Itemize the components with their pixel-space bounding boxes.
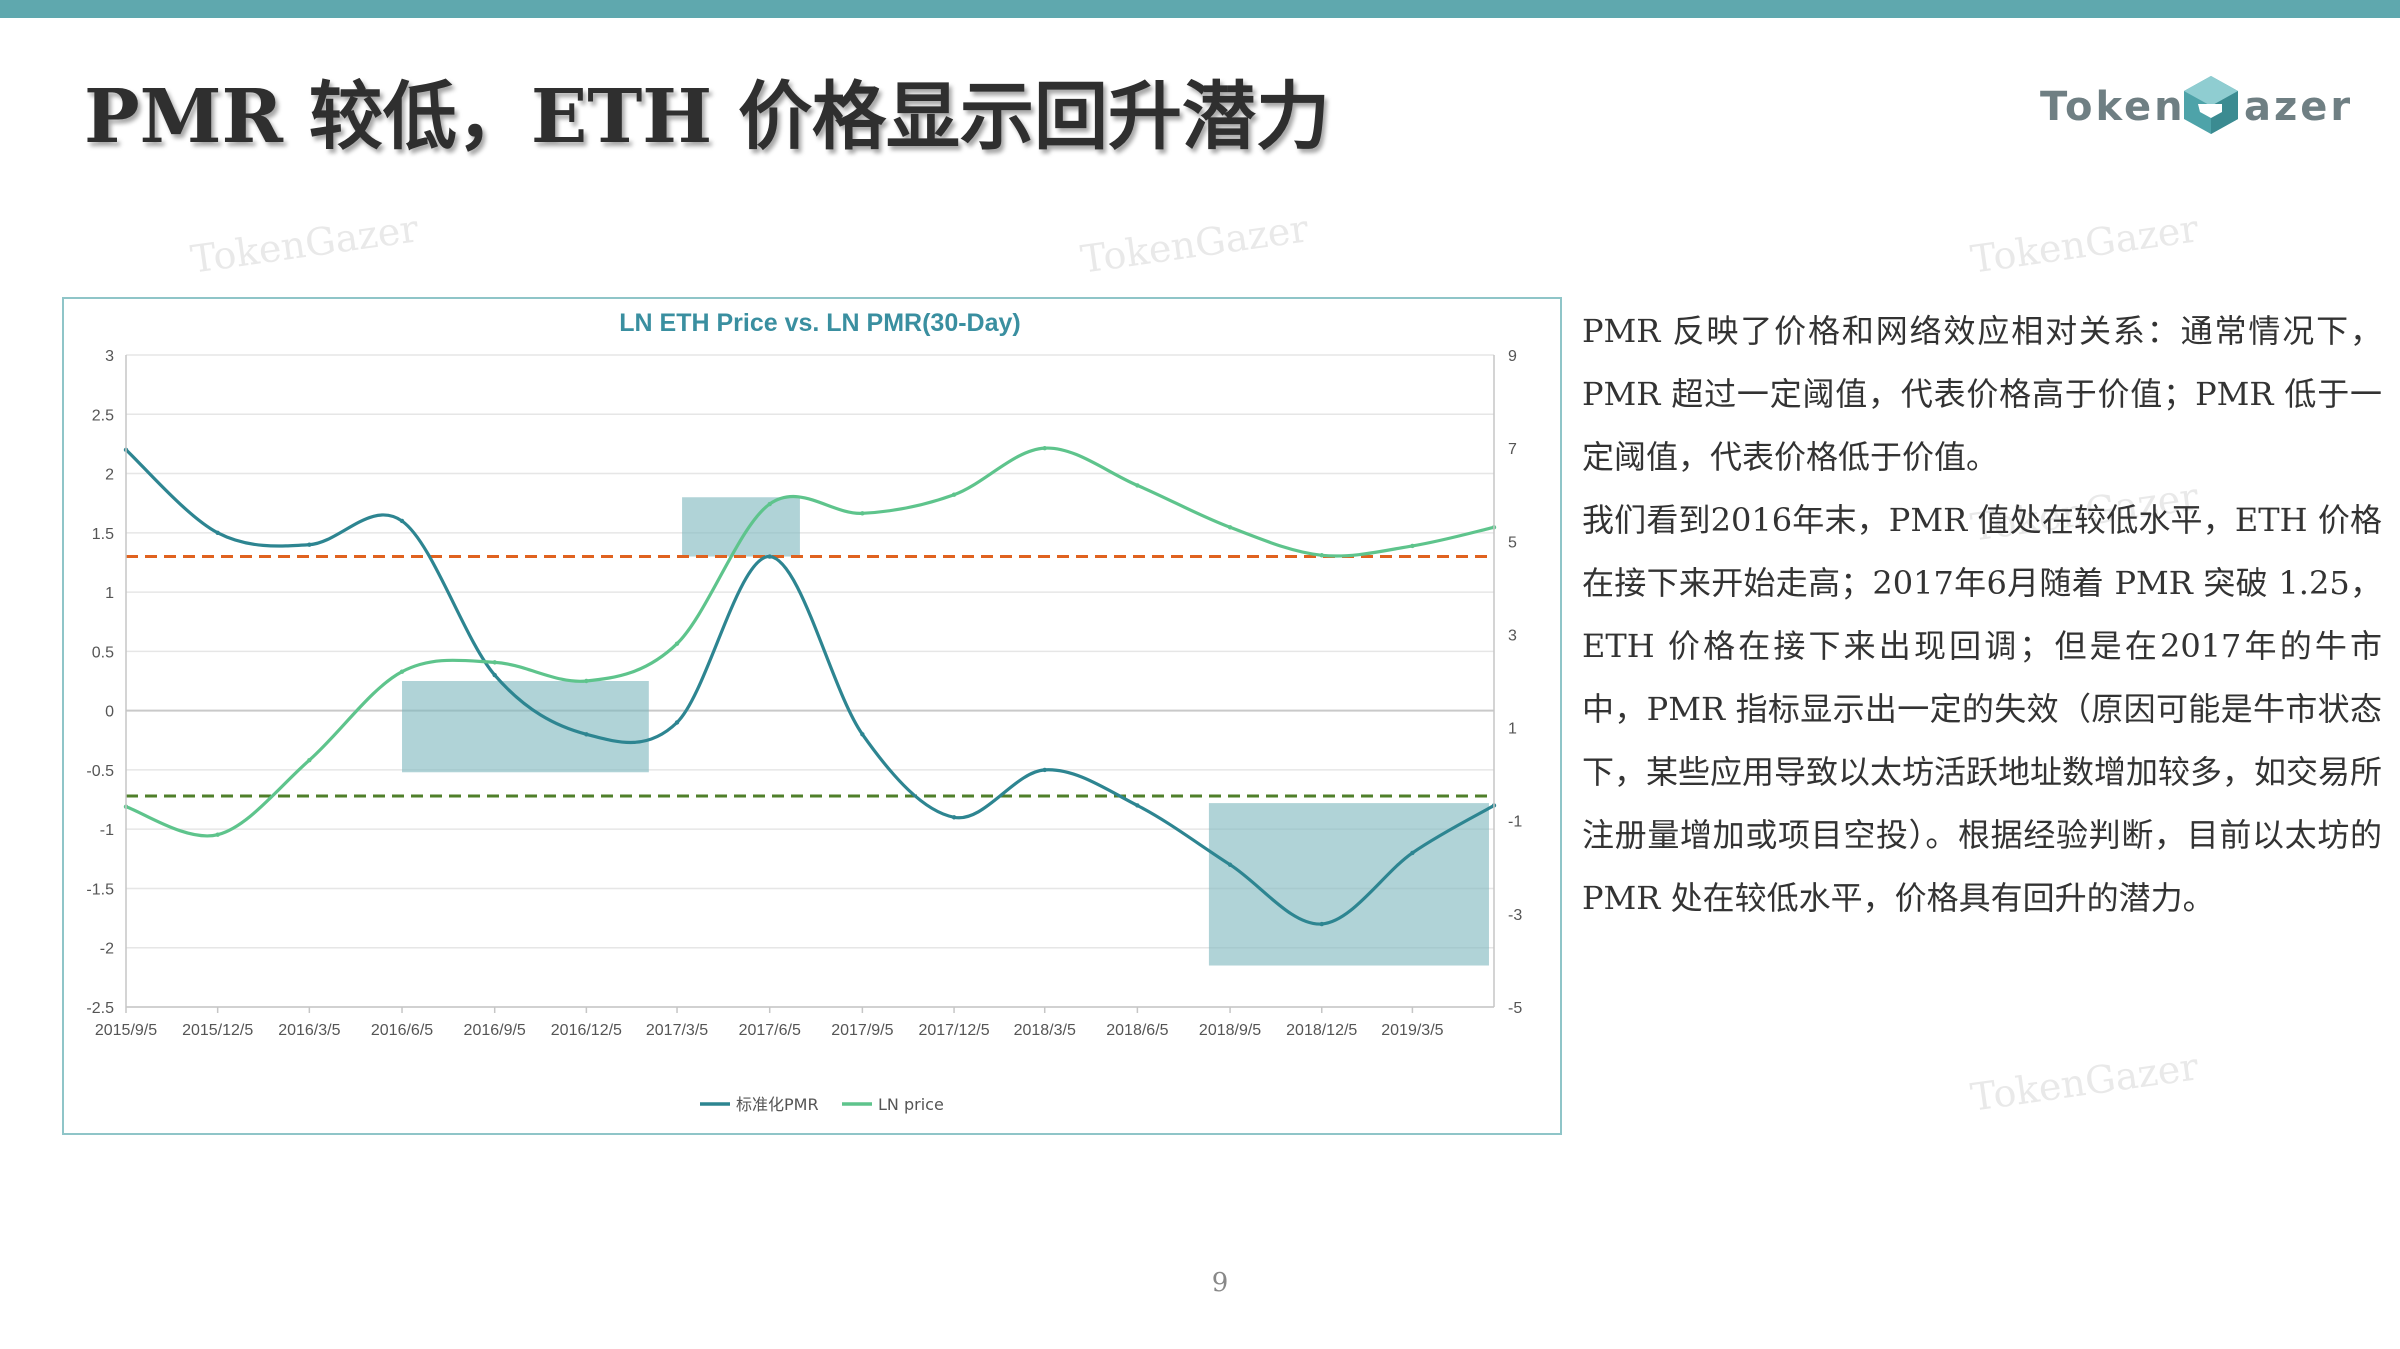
watermark: TokenGazer	[1078, 206, 1311, 282]
x-tick-label: 2016/6/5	[371, 1022, 433, 1039]
highlight-region	[682, 497, 800, 557]
series-point	[215, 530, 220, 536]
y-left-tick-label: -2	[100, 941, 114, 958]
x-tick-label: 2017/6/5	[739, 1022, 801, 1039]
series-point	[860, 732, 865, 737]
paragraph-pmr-history: 我们看到2016年末，PMR 值处在较低水平，ETH 价格在接下来开始走高；20…	[1582, 501, 2383, 917]
logo-text-right: azer	[2244, 84, 2354, 130]
y-right-tick-label: 1	[1508, 721, 1517, 738]
x-tick-label: 2017/12/5	[918, 1022, 989, 1039]
y-right-tick-label: -1	[1508, 814, 1522, 831]
y-right-tick-label: -5	[1508, 1000, 1522, 1017]
logo-text-left: Token	[2040, 84, 2186, 130]
watermark: TokenGazer	[1968, 206, 2201, 282]
series-point	[951, 492, 957, 497]
series-line	[125, 446, 1495, 838]
x-tick-label: 2017/3/5	[646, 1022, 708, 1039]
y-right-tick-label: 3	[1508, 627, 1517, 644]
y-left-tick-label: 0	[105, 704, 114, 721]
series-point	[1410, 543, 1415, 549]
series-point	[1135, 803, 1140, 808]
y-left-tick-label: 0.5	[92, 644, 114, 661]
watermark: TokenGazer	[188, 206, 421, 282]
y-left-tick-label: -1	[100, 822, 114, 839]
x-tick-label: 2019/3/5	[1381, 1022, 1443, 1039]
series-point	[1410, 850, 1415, 856]
highlight-region	[402, 681, 649, 773]
legend-label: 标准化PMR	[736, 1095, 819, 1114]
x-tick-label: 2018/12/5	[1286, 1022, 1357, 1039]
slide-title: PMR 较低，ETH 价格显示回升潜力	[84, 74, 1330, 160]
chart-panel: LN ETH Price vs. LN PMR(30-Day) 3 2.5 2 1.5…	[62, 297, 1562, 1135]
series-point	[860, 511, 865, 516]
series-point	[1227, 862, 1233, 867]
tokengazer-logo: Token azer	[2040, 70, 2360, 150]
y-left-tick-label: 1.5	[92, 526, 114, 543]
series-point	[1227, 525, 1233, 530]
x-tick-label: 2017/9/5	[831, 1022, 893, 1039]
series-point	[307, 757, 312, 763]
series-point	[1319, 553, 1324, 558]
y-left-tick-label: -2.5	[86, 1000, 114, 1017]
analysis-text: PMR 反映了价格和网络效应相对关系：通常情况下，PMR 超过一定阈值，代表价格…	[1582, 300, 2382, 930]
y-left-tick-label: 3	[105, 348, 114, 365]
series-point	[1042, 445, 1047, 451]
y-right-tick-label: 7	[1508, 441, 1517, 458]
y-left-tick-label: 2.5	[92, 407, 114, 424]
y-right-tick-label: 5	[1508, 534, 1517, 551]
y-left-tick-label: -0.5	[86, 763, 114, 780]
x-tick-label: 2018/3/5	[1014, 1022, 1076, 1039]
series-point	[584, 732, 589, 737]
y-right-tick-label: 9	[1508, 348, 1517, 365]
watermark: TokenGazer	[1968, 1044, 2201, 1120]
series-point	[674, 720, 680, 725]
x-tick-label: 2018/9/5	[1199, 1022, 1261, 1039]
x-tick-label: 2016/9/5	[464, 1022, 526, 1039]
series-point	[1042, 767, 1047, 773]
series-point	[399, 518, 405, 524]
top-accent-bar	[0, 0, 2400, 18]
x-tick-label: 2018/6/5	[1106, 1022, 1168, 1039]
x-tick-label: 2015/9/5	[95, 1022, 157, 1039]
series-point	[584, 678, 589, 684]
series-line	[124, 448, 1495, 926]
y-right-tick-label: -3	[1508, 907, 1522, 924]
series-point	[674, 641, 680, 646]
highlight-region	[1208, 803, 1489, 966]
chart-title: LN ETH Price vs. LN PMR(30-Day)	[619, 309, 1021, 337]
series-point	[215, 832, 220, 837]
series-point	[492, 660, 497, 665]
series-point	[767, 501, 772, 507]
series-point	[492, 672, 497, 678]
y-left-tick-label: 2	[105, 467, 114, 484]
series-point	[951, 815, 957, 820]
series-point	[399, 669, 405, 674]
x-tick-label: 2016/12/5	[551, 1022, 622, 1039]
legend-label: LN price	[878, 1095, 944, 1114]
ln-eth-price-vs-pmr-chart: LN ETH Price vs. LN PMR(30-Day) 3 2.5 2 1.5…	[86, 309, 1522, 1114]
series-point	[767, 554, 772, 559]
series-point	[307, 542, 312, 547]
series-point	[1319, 921, 1324, 927]
y-left-tick-label: -1.5	[86, 881, 114, 898]
y-left-tick-label: 1	[105, 585, 114, 602]
x-tick-label: 2015/12/5	[182, 1022, 253, 1039]
page-number: 9	[1211, 1268, 1229, 1298]
series-point	[1135, 483, 1140, 488]
paragraph-pmr-definition: PMR 反映了价格和网络效应相对关系：通常情况下，PMR 超过一定阈值，代表价格…	[1582, 312, 2382, 476]
g-cube-icon	[2184, 76, 2238, 134]
x-tick-label: 2016/3/5	[278, 1022, 340, 1039]
